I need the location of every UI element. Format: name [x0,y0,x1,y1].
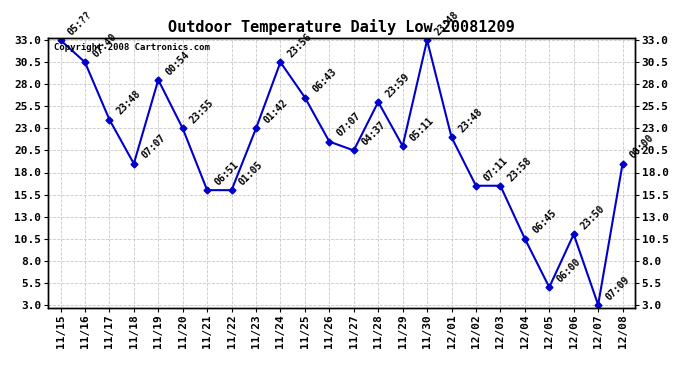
Text: 23:48: 23:48 [457,106,485,134]
Text: 23:56: 23:56 [286,32,314,59]
Text: 23:58: 23:58 [506,155,534,183]
Text: 04:37: 04:37 [359,120,387,148]
Text: 07:40: 07:40 [90,32,119,59]
Text: 23:48: 23:48 [433,9,460,38]
Text: 01:05: 01:05 [237,159,265,188]
Text: Copyright 2008 Cartronics.com: Copyright 2008 Cartronics.com [55,43,210,52]
Text: 23:55: 23:55 [188,98,216,126]
Text: 07:07: 07:07 [139,133,167,161]
Text: 06:00: 06:00 [555,256,582,284]
Text: 00:54: 00:54 [164,49,192,77]
Text: 23:50: 23:50 [580,204,607,231]
Text: 07:11: 07:11 [482,155,509,183]
Text: 07:09: 07:09 [604,274,631,302]
Text: 01:42: 01:42 [262,98,289,126]
Text: 23:59: 23:59 [384,71,412,99]
Text: 07:07: 07:07 [335,111,363,139]
Text: 06:51: 06:51 [213,159,241,188]
Text: 23:48: 23:48 [115,89,143,117]
Text: 00:00: 00:00 [628,133,656,161]
Title: Outdoor Temperature Daily Low 20081209: Outdoor Temperature Daily Low 20081209 [168,19,515,35]
Text: 06:43: 06:43 [310,67,338,95]
Text: 06:45: 06:45 [531,208,558,236]
Text: 05:??: 05:?? [66,9,94,38]
Text: 05:11: 05:11 [408,116,436,143]
